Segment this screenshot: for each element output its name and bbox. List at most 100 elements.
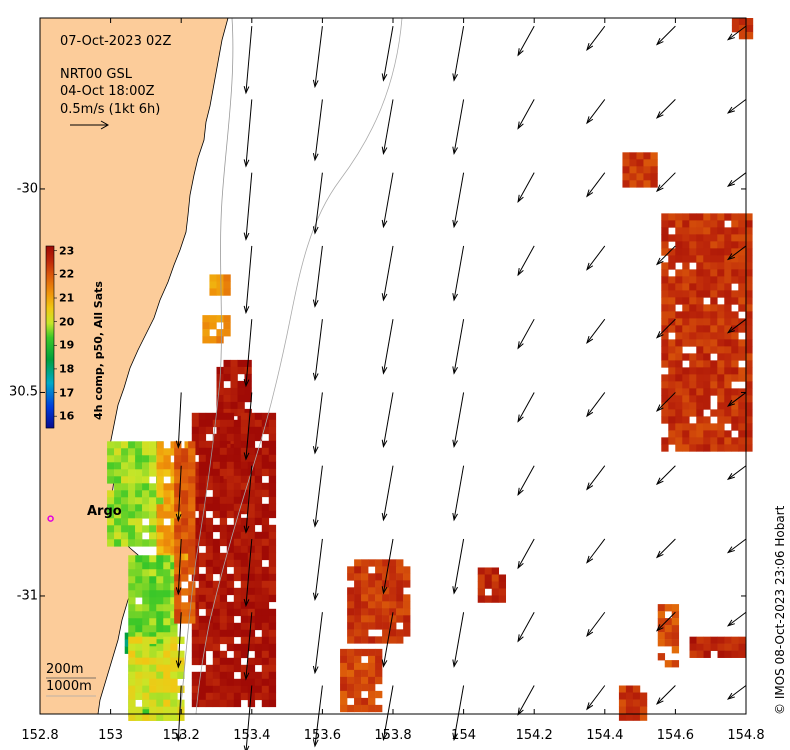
sst-cell (181, 525, 189, 533)
sst-cell (703, 395, 711, 403)
sst-cell (477, 581, 486, 589)
sst-cell (233, 552, 242, 561)
sst-cell (731, 423, 739, 431)
sst-cell (170, 664, 178, 672)
sst-cell (121, 490, 129, 498)
sst-cell (135, 632, 143, 640)
sst-cell (247, 419, 256, 428)
sst-cell (198, 643, 207, 652)
sst-cell (731, 255, 739, 263)
sst-cell (731, 409, 739, 417)
sst-cell (247, 510, 256, 519)
sst-cell (682, 353, 690, 361)
sst-cell (233, 545, 242, 554)
sst-cell (198, 482, 207, 491)
sst-cell (354, 636, 362, 644)
sst-cell (745, 234, 753, 242)
sst-cell (128, 650, 136, 658)
sst-cell (212, 699, 221, 708)
sst-cell (107, 469, 115, 477)
sst-cell (205, 622, 214, 631)
sst-cell (240, 636, 249, 645)
sst-cell (219, 440, 228, 449)
sst-cell (247, 629, 256, 638)
sst-cell (188, 532, 196, 540)
sst-cell (156, 590, 164, 598)
sst-cell (731, 318, 739, 326)
colorbar-tick-label: 19 (59, 338, 75, 352)
sst-cell (135, 483, 143, 491)
sst-cell (226, 412, 235, 421)
sst-cell (491, 588, 500, 596)
sst-cell (188, 567, 196, 575)
sst-cell (632, 713, 641, 721)
sst-cell (738, 367, 746, 375)
sst-cell (114, 532, 122, 540)
sst-cell (710, 318, 718, 326)
sst-cell (745, 430, 753, 438)
sst-cell (205, 475, 214, 484)
sst-cell (191, 636, 200, 645)
sst-cell (361, 704, 369, 713)
sst-cell (181, 469, 189, 477)
sst-cell (114, 525, 122, 533)
sst-cell (191, 573, 200, 582)
sst-cell (135, 441, 143, 449)
sst-cell (233, 699, 242, 708)
sst-cell (696, 262, 704, 270)
current-vector-head (312, 519, 319, 528)
sst-cell (745, 381, 753, 389)
sst-cell (135, 569, 143, 577)
current-vector (656, 685, 676, 705)
sst-cell (191, 650, 200, 659)
sst-cell (261, 426, 270, 435)
colorbar-slice (46, 282, 54, 284)
sst-cell (233, 426, 242, 435)
sst-cell (738, 430, 746, 438)
sst-cell (142, 525, 150, 533)
sst-cell (724, 430, 732, 438)
sst-cell (261, 608, 270, 617)
current-vector (314, 99, 323, 161)
sst-cell (233, 538, 242, 547)
sst-cell (710, 297, 718, 305)
sst-cell (703, 276, 711, 284)
current-vector (453, 26, 465, 81)
sst-cell (156, 539, 164, 547)
sst-cell (149, 462, 157, 470)
colorbar-slice (46, 316, 54, 318)
sst-cell (661, 290, 669, 298)
sst-cell (205, 685, 214, 694)
sst-cell (622, 152, 630, 160)
sst-cell (661, 297, 669, 305)
sst-cell (724, 213, 732, 221)
sst-cell (128, 525, 136, 533)
sst-cell (240, 608, 249, 617)
sst-cell (745, 374, 753, 382)
sst-cell (142, 448, 150, 456)
current-vector (656, 611, 676, 631)
sst-cell (142, 709, 150, 717)
colorbar-slice (46, 421, 54, 423)
sst-cell (710, 346, 718, 354)
sst-cell (226, 608, 235, 617)
colorbar-slice (46, 255, 54, 257)
sst-cell (114, 469, 122, 477)
sst-cell (389, 594, 397, 602)
sst-cell (240, 559, 249, 568)
sst-cell (354, 704, 362, 713)
x-tick-label: 152.8 (21, 728, 59, 743)
sst-cell (650, 166, 658, 174)
sst-cell (149, 671, 157, 679)
sst-cell (682, 283, 690, 291)
current-vector (656, 392, 676, 412)
sst-cell (675, 395, 683, 403)
sst-cell (745, 255, 753, 263)
colorbar-slice (46, 380, 54, 382)
sst-cell (661, 220, 669, 228)
sst-cell (135, 692, 143, 700)
sst-cell (261, 517, 270, 526)
sst-cell (717, 234, 725, 242)
current-vector-head (312, 153, 319, 162)
sst-cell (268, 489, 277, 498)
